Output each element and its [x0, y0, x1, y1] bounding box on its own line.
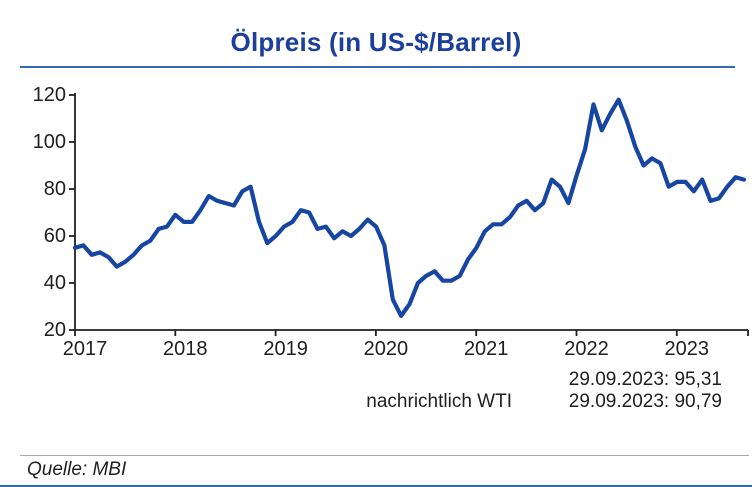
x-tick-label: 2022	[564, 338, 609, 360]
y-tick-label: 60	[43, 225, 66, 247]
x-tick-label: 2021	[463, 338, 509, 360]
divider-line	[20, 455, 749, 456]
annotation-row-brent: 29.09.2023: 95,31	[366, 369, 722, 391]
annotation-row-wti: nachrichtlich WTI 29.09.2023: 90,79	[366, 391, 722, 413]
oil-price-line-chart	[69, 93, 749, 336]
title-unit: (in US-$/Barrel)	[321, 27, 522, 57]
x-tick-label: 2019	[263, 338, 308, 360]
y-tick-label: 100	[32, 131, 66, 153]
oil-price-series-line	[72, 97, 747, 318]
brent-spot-value: 29.09.2023: 95,31	[568, 369, 722, 390]
source-text: Quelle: MBI	[27, 459, 127, 480]
title-underline	[20, 66, 735, 68]
y-tick-label: 40	[43, 272, 66, 294]
page-title: Ölpreis (in US-$/Barrel)	[0, 27, 752, 58]
wti-label: nachrichtlich WTI	[366, 391, 512, 412]
y-tick-label: 120	[32, 84, 66, 106]
price-annotation: 29.09.2023: 95,31 nachrichtlich WTI 29.0…	[366, 369, 722, 413]
wti-spot-value: 29.09.2023: 90,79	[568, 391, 722, 412]
x-tick-label: 2023	[664, 338, 710, 360]
y-tick-label: 20	[43, 319, 66, 341]
title-main: Ölpreis	[230, 27, 322, 57]
x-tick-label: 2017	[62, 338, 108, 360]
bottom-blue-rule	[0, 485, 752, 487]
x-tick-label: 2018	[163, 338, 208, 360]
x-tick-label: 2020	[363, 338, 409, 360]
y-tick-label: 80	[43, 178, 66, 200]
